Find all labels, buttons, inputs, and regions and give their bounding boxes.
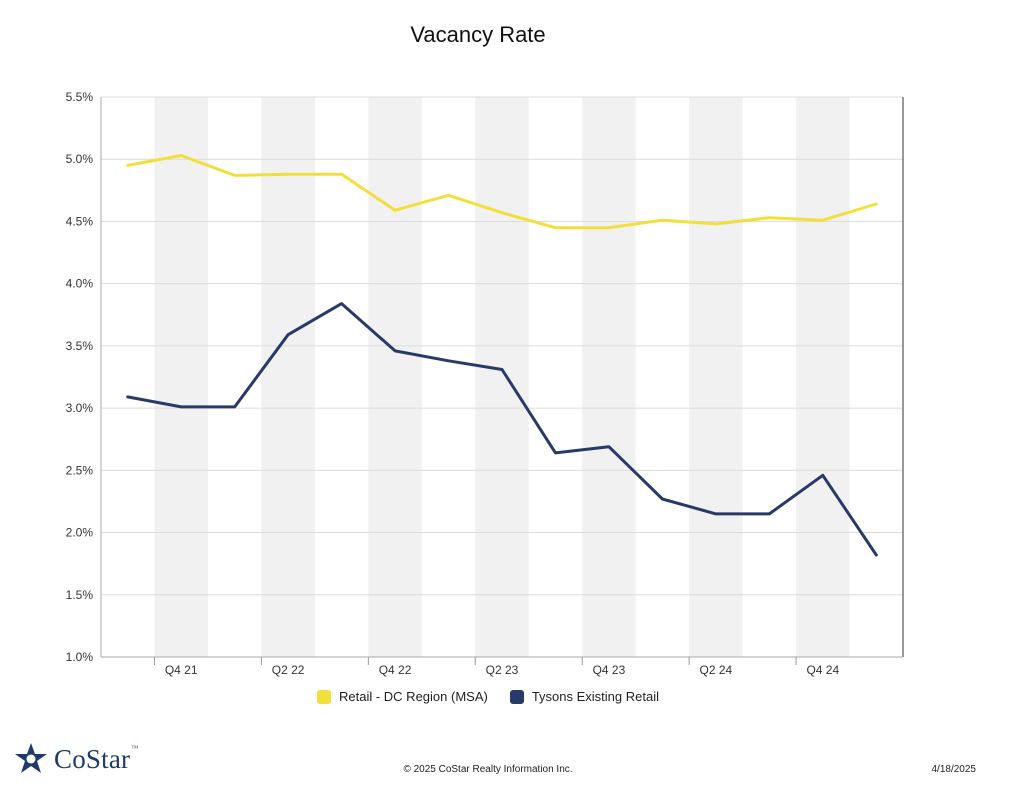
- y-tick-label: 4.5%: [66, 214, 94, 228]
- legend-swatch-dc-region: [317, 689, 331, 704]
- x-tick-label: Q2 22: [272, 663, 305, 677]
- legend-swatch-tysons: [509, 689, 524, 704]
- x-tick-label: Q2 23: [486, 663, 519, 677]
- y-tick-label: 5.5%: [66, 90, 94, 104]
- x-tick-label: Q4 24: [806, 663, 839, 677]
- x-tick-label: Q4 21: [165, 663, 198, 677]
- logo-text: CoStar™: [54, 743, 139, 774]
- legend-item-dc-region: Retail - DC Region (MSA): [317, 689, 488, 704]
- x-tick-label: Q4 22: [379, 663, 412, 677]
- y-tick-label: 4.0%: [66, 277, 94, 291]
- y-tick-label: 2.5%: [66, 463, 94, 477]
- chart-legend: Retail - DC Region (MSA) Tysons Existing…: [0, 689, 976, 704]
- y-tick-label: 1.0%: [66, 650, 94, 664]
- x-tick-label: Q2 24: [700, 663, 733, 677]
- column-band: [582, 97, 636, 657]
- series-line-0: [126, 154, 878, 230]
- y-tick-label: 5.0%: [66, 152, 94, 166]
- y-tick-label: 1.5%: [66, 588, 94, 602]
- chart-title: Vacancy Rate: [410, 22, 546, 47]
- x-tick-label: Q4 23: [593, 663, 626, 677]
- column-band: [368, 97, 422, 657]
- column-band: [261, 97, 315, 657]
- column-band: [689, 97, 743, 657]
- costar-star-icon: [15, 743, 47, 773]
- costar-logo: CoStar™: [14, 742, 138, 776]
- column-band: [154, 97, 208, 657]
- copyright-text: © 2025 CoStar Realty Information Inc.: [403, 764, 573, 775]
- legend-label-tysons: Tysons Existing Retail: [531, 689, 659, 704]
- report-date: 4/18/2025: [931, 764, 977, 775]
- series-line-1: [126, 302, 878, 557]
- legend-label-dc-region: Retail - DC Region (MSA): [339, 689, 488, 704]
- y-tick-label: 2.0%: [66, 526, 94, 540]
- column-band: [475, 97, 529, 657]
- column-band: [796, 97, 850, 657]
- y-tick-label: 3.5%: [66, 339, 94, 353]
- y-tick-label: 3.0%: [66, 401, 94, 415]
- legend-item-tysons: Tysons Existing Retail: [509, 689, 659, 704]
